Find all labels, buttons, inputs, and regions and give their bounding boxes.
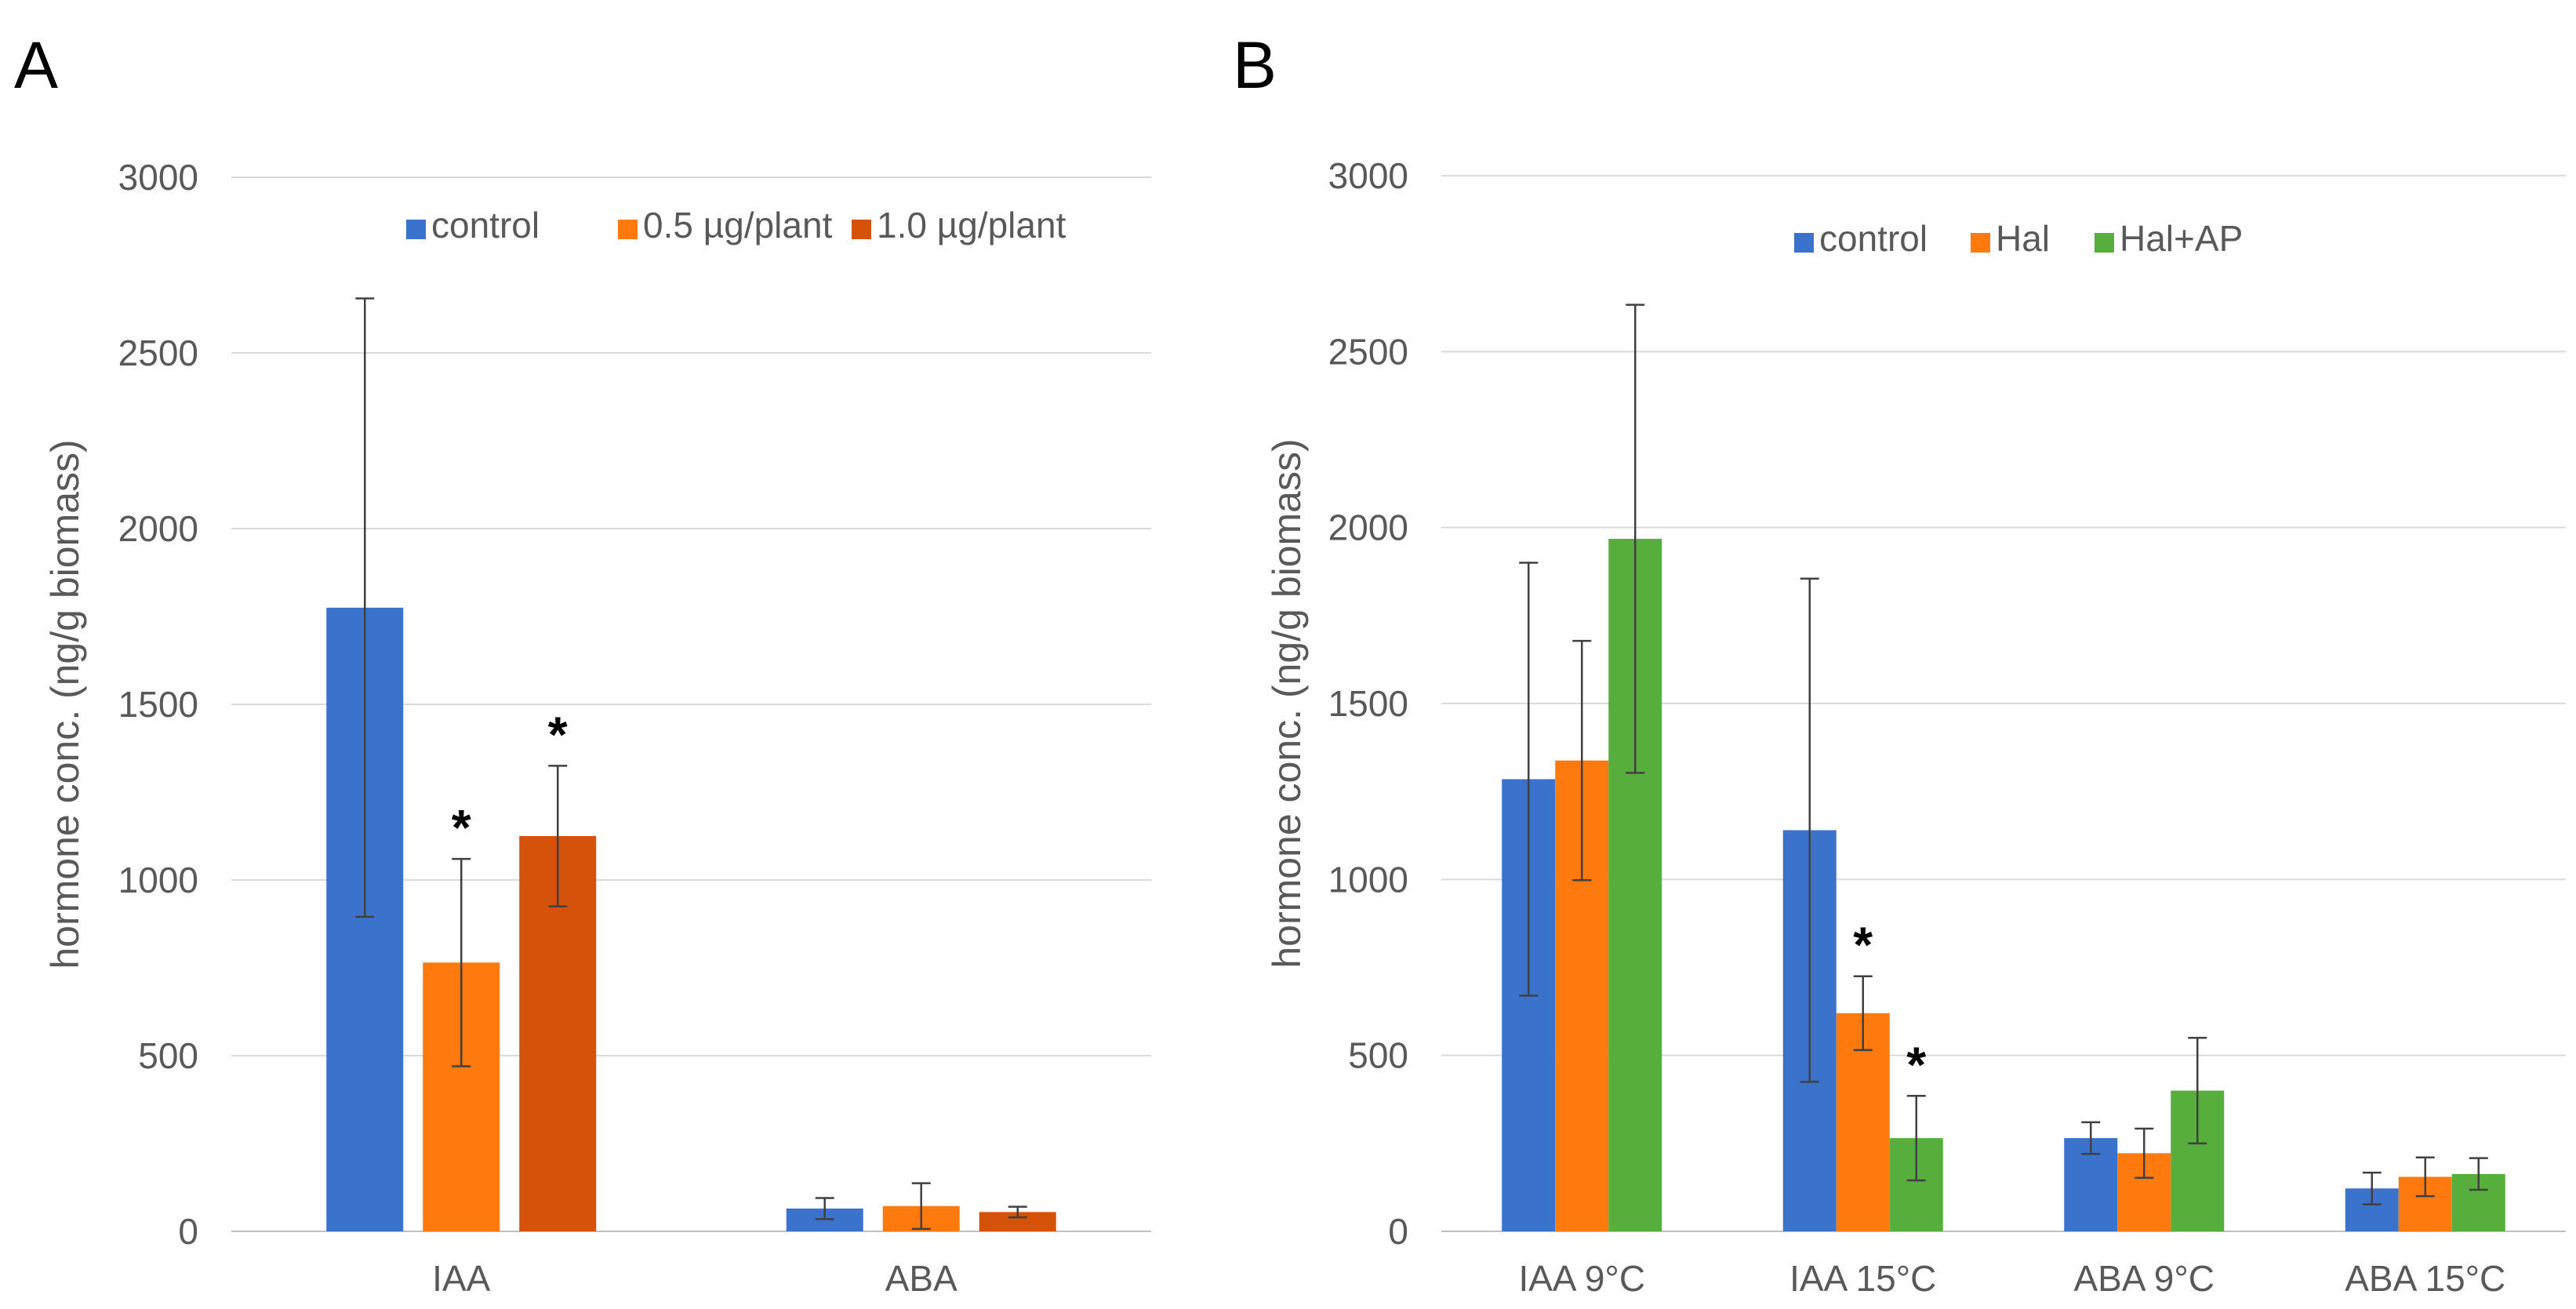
y-tick-label: 3000 bbox=[118, 157, 198, 198]
legend-label: 0.5 µg/plant bbox=[643, 205, 833, 245]
bars-b: ** bbox=[1502, 304, 2505, 1231]
x-tick-label: IAA 9°C bbox=[1518, 1258, 1645, 1299]
bars-a: ** bbox=[326, 297, 1056, 1231]
x-category-labels-a: IAA ABA bbox=[432, 1258, 957, 1299]
y-tick-label: 2500 bbox=[118, 333, 198, 373]
y-tick-label: 1500 bbox=[118, 684, 198, 725]
significance-star: * bbox=[1853, 917, 1873, 973]
legend-label: Hal bbox=[1996, 218, 2050, 259]
significance-star: * bbox=[452, 799, 471, 856]
legend-swatch bbox=[1794, 233, 1814, 253]
legend-label: Hal+AP bbox=[2120, 218, 2243, 259]
y-tick-label: 1500 bbox=[1328, 683, 1408, 724]
legend-swatch bbox=[2095, 233, 2114, 253]
legend-label: control bbox=[1819, 218, 1927, 259]
x-tick-label: IAA bbox=[432, 1258, 490, 1299]
y-tick-label: 1000 bbox=[118, 860, 198, 900]
y-tick-label: 0 bbox=[178, 1211, 198, 1252]
x-tick-label: ABA 15°C bbox=[2345, 1258, 2505, 1299]
legend-label: control bbox=[431, 205, 540, 245]
x-tick-label: IAA 15°C bbox=[1789, 1258, 1936, 1299]
legend-label: 1.0 µg/plant bbox=[877, 205, 1066, 245]
y-tick-labels-b: 0 500 1000 1500 2000 2500 3000 bbox=[1328, 155, 1408, 1252]
legend-swatch bbox=[1971, 233, 1990, 253]
legend-swatch bbox=[852, 220, 871, 239]
y-tick-label: 3000 bbox=[1328, 155, 1408, 196]
significance-star: * bbox=[1906, 1036, 1926, 1093]
chart-panel-b: 0 500 1000 1500 2000 2500 3000 hormone conc. (… bbox=[1265, 155, 2566, 1299]
panel-letter-b: B bbox=[1233, 28, 1277, 102]
y-tick-label: 1000 bbox=[1328, 859, 1408, 900]
y-tick-label: 2000 bbox=[118, 508, 198, 549]
legend-swatch bbox=[406, 220, 426, 239]
x-tick-label: ABA 9°C bbox=[2074, 1258, 2215, 1299]
y-tick-label: 500 bbox=[138, 1035, 198, 1076]
y-tick-label: 0 bbox=[1388, 1211, 1408, 1252]
y-axis-label-b: hormone conc. (ng/g biomass) bbox=[1265, 438, 1309, 968]
legend-b: control Hal Hal+AP bbox=[1794, 218, 2243, 259]
y-tick-label: 2000 bbox=[1328, 507, 1408, 548]
y-axis-label-a: hormone conc. (ng/g biomass) bbox=[43, 439, 87, 969]
x-category-labels-b: IAA 9°C IAA 15°C ABA 9°C ABA 15°C bbox=[1518, 1258, 2505, 1299]
x-tick-label: ABA bbox=[885, 1258, 957, 1299]
y-tick-label: 500 bbox=[1348, 1035, 1408, 1076]
y-tick-labels-a: 0 500 1000 1500 2000 2500 3000 bbox=[118, 157, 198, 1252]
panel-letter-a: A bbox=[14, 28, 58, 102]
legend-a: control 0.5 µg/plant 1.0 µg/plant bbox=[406, 205, 1066, 245]
significance-star: * bbox=[548, 706, 568, 762]
chart-panel-a: 0 500 1000 1500 2000 2500 3000 hormone conc. (… bbox=[43, 157, 1151, 1299]
y-tick-label: 2500 bbox=[1328, 331, 1408, 372]
legend-swatch bbox=[618, 220, 638, 239]
